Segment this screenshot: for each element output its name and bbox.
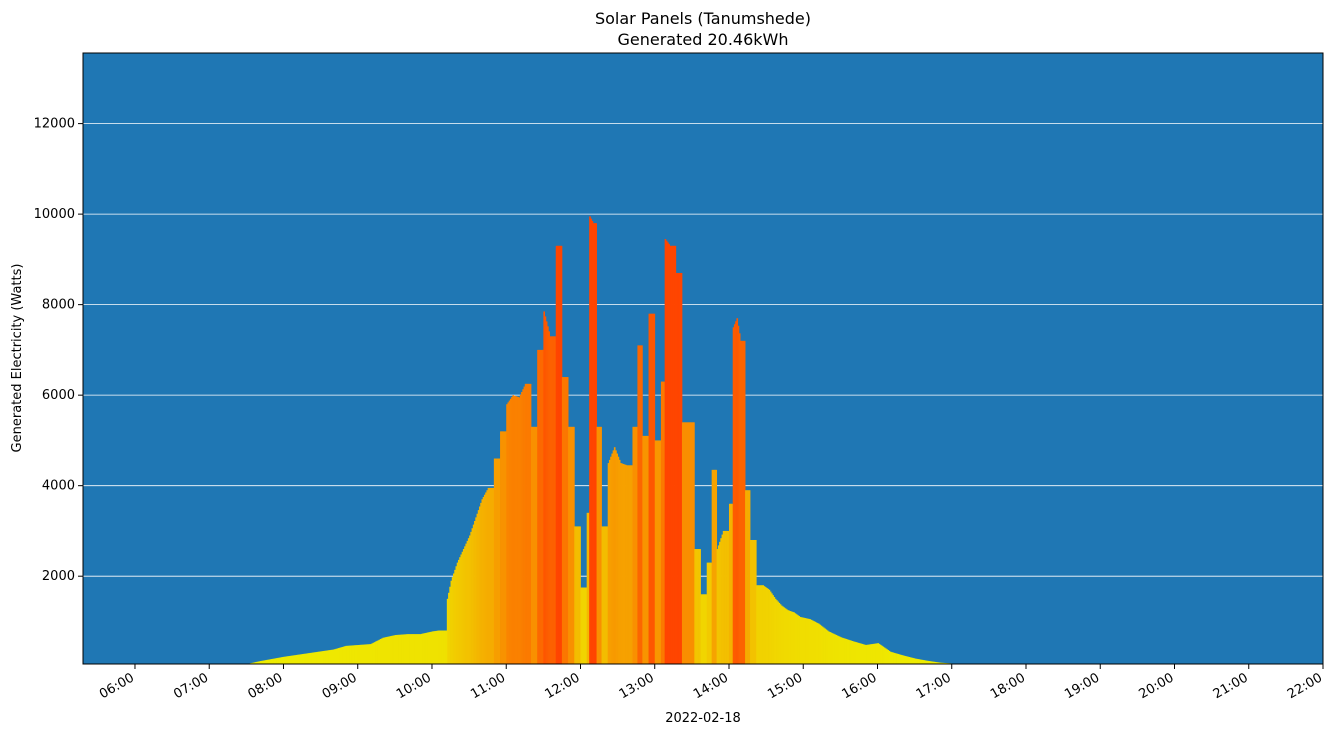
- y-tick-label: 6000: [42, 388, 75, 403]
- y-axis-label: Generated Electricity (Watts): [10, 264, 25, 453]
- x-tick-label: 07:00: [171, 670, 211, 702]
- y-tick-label: 12000: [34, 117, 75, 132]
- x-tick-label: 12:00: [543, 670, 583, 702]
- x-tick-label: 14:00: [691, 670, 731, 702]
- x-tick-label: 16:00: [840, 670, 880, 702]
- x-tick-label: 22:00: [1285, 670, 1325, 702]
- x-tick-label: 11:00: [468, 670, 508, 702]
- y-tick-label: 8000: [42, 298, 75, 313]
- x-tick-label: 09:00: [320, 670, 360, 702]
- y-tick-label: 2000: [42, 569, 75, 584]
- plot-area: [83, 53, 1323, 664]
- x-tick-label: 18:00: [988, 670, 1028, 702]
- x-tick-label: 06:00: [97, 670, 137, 702]
- x-tick-label: 20:00: [1137, 670, 1177, 702]
- x-tick-label: 17:00: [914, 670, 954, 702]
- x-tick-label: 19:00: [1062, 670, 1102, 702]
- x-tick-label: 15:00: [765, 670, 805, 702]
- x-axis-label: 2022-02-18: [665, 711, 741, 726]
- chart-subtitle: Generated 20.46kWh: [618, 30, 789, 49]
- x-tick-label: 08:00: [246, 670, 286, 702]
- chart-title: Solar Panels (Tanumshede): [595, 9, 811, 28]
- y-tick-label: 4000: [42, 479, 75, 494]
- x-tick-label: 10:00: [394, 670, 434, 702]
- x-tick-label: 21:00: [1211, 670, 1251, 702]
- x-tick-label: 13:00: [617, 670, 657, 702]
- y-tick-label: 10000: [34, 207, 75, 222]
